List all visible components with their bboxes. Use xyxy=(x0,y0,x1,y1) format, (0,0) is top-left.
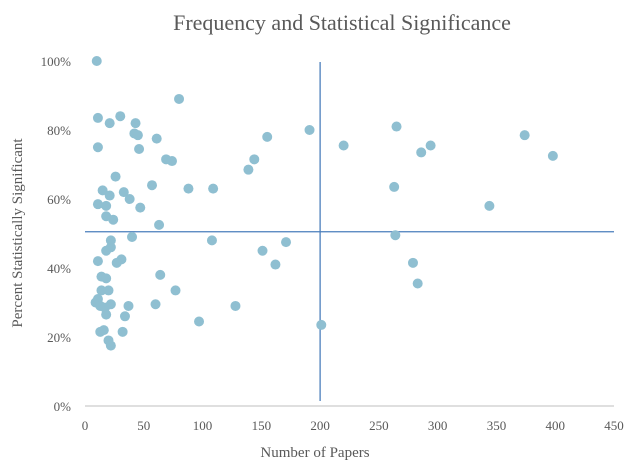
data-point xyxy=(484,201,494,211)
data-point xyxy=(108,215,118,225)
data-point xyxy=(230,301,240,311)
data-point xyxy=(106,299,116,309)
data-point xyxy=(152,134,162,144)
y-tick-label: 100% xyxy=(41,54,72,69)
data-point xyxy=(93,199,103,209)
y-tick-label: 20% xyxy=(47,330,71,345)
data-point xyxy=(93,142,103,152)
data-point xyxy=(101,246,111,256)
data-point xyxy=(101,273,111,283)
data-point xyxy=(105,191,115,201)
x-tick-label: 100 xyxy=(193,418,213,433)
data-point xyxy=(258,246,268,256)
y-tick-label: 0% xyxy=(54,399,72,414)
data-point xyxy=(174,94,184,104)
y-axis-ticks: 0% 20% 40% 60% 80% 100% xyxy=(41,54,72,414)
data-point xyxy=(93,113,103,123)
data-point xyxy=(115,111,125,121)
data-point xyxy=(183,184,193,194)
x-tick-label: 50 xyxy=(137,418,150,433)
data-point xyxy=(104,285,114,295)
y-tick-label: 60% xyxy=(47,192,71,207)
x-tick-label: 400 xyxy=(545,418,565,433)
data-point xyxy=(548,151,558,161)
data-point xyxy=(243,165,253,175)
data-point xyxy=(101,201,111,211)
data-point xyxy=(147,180,157,190)
data-point xyxy=(249,154,259,164)
data-point xyxy=(135,203,145,213)
data-point xyxy=(99,325,109,335)
x-tick-label: 200 xyxy=(310,418,330,433)
data-point xyxy=(118,327,128,337)
data-point xyxy=(151,299,161,309)
data-point xyxy=(390,230,400,240)
y-axis-title: Percent Statistically Significant xyxy=(10,138,26,328)
data-point xyxy=(426,141,436,151)
data-point xyxy=(270,260,280,270)
x-tick-label: 450 xyxy=(604,418,624,433)
data-point xyxy=(112,258,122,268)
data-point xyxy=(120,311,130,321)
x-tick-label: 300 xyxy=(428,418,448,433)
data-point xyxy=(316,320,326,330)
data-point xyxy=(131,118,141,128)
x-tick-label: 150 xyxy=(252,418,272,433)
data-points xyxy=(91,56,558,351)
data-point xyxy=(106,341,116,351)
data-point xyxy=(101,310,111,320)
data-point xyxy=(125,194,135,204)
data-point xyxy=(93,256,103,266)
data-point xyxy=(339,141,349,151)
data-point xyxy=(127,232,137,242)
data-point xyxy=(408,258,418,268)
data-point xyxy=(305,125,315,135)
data-point xyxy=(134,144,144,154)
data-point xyxy=(392,122,402,132)
data-point xyxy=(133,130,143,140)
chart-title: Frequency and Statistical Significance xyxy=(173,10,511,35)
x-axis-ticks: 0 50 100 150 200 250 300 350 400 450 xyxy=(82,418,624,433)
data-point xyxy=(416,147,426,157)
data-point xyxy=(167,156,177,166)
x-axis-title: Number of Papers xyxy=(260,445,369,461)
x-tick-label: 250 xyxy=(369,418,389,433)
y-tick-label: 40% xyxy=(47,261,71,276)
x-tick-label: 350 xyxy=(487,418,507,433)
x-tick-label: 0 xyxy=(82,418,89,433)
y-tick-label: 80% xyxy=(47,123,71,138)
data-point xyxy=(92,56,102,66)
data-point xyxy=(389,182,399,192)
data-point xyxy=(520,130,530,140)
data-point xyxy=(111,172,121,182)
data-point xyxy=(105,118,115,128)
data-point xyxy=(154,220,164,230)
data-point xyxy=(123,301,133,311)
data-point xyxy=(207,235,217,245)
data-point xyxy=(155,270,165,280)
data-point xyxy=(413,279,423,289)
data-point xyxy=(171,285,181,295)
data-point xyxy=(281,237,291,247)
data-point xyxy=(208,184,218,194)
data-point xyxy=(194,316,204,326)
data-point xyxy=(262,132,272,142)
